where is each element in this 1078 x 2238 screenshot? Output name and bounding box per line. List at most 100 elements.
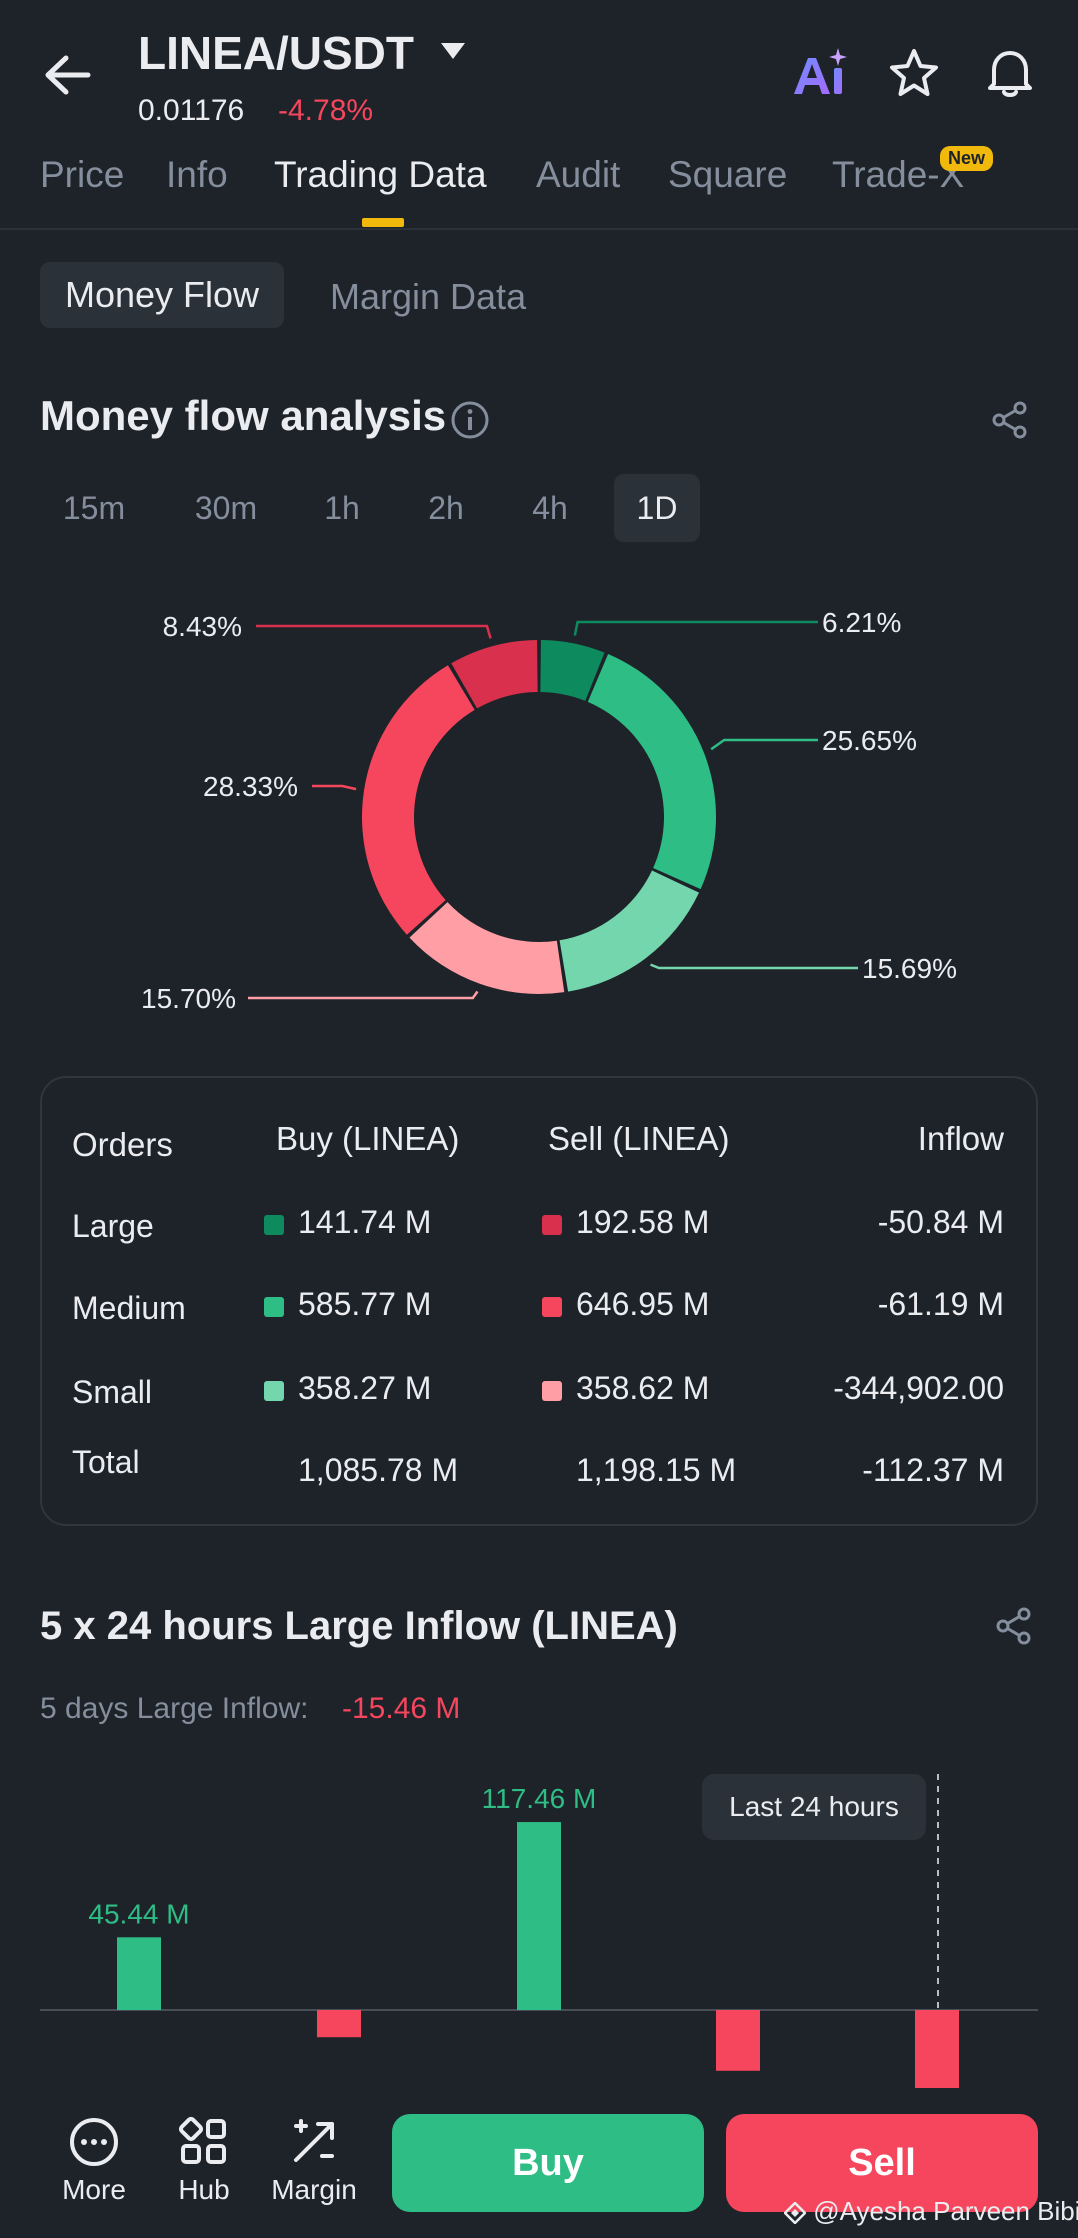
- tabs-divider: [0, 228, 1078, 230]
- buy-large: 141.74 M: [264, 1204, 431, 1241]
- hub-button[interactable]: Hub: [154, 2116, 254, 2206]
- money-flow-donut-chart: 6.21% 25.65% 15.69% 15.70% 28.33% 8.43%: [141, 607, 957, 1014]
- buy-total: 1,085.78 M: [298, 1452, 459, 1488]
- large-inflow-title: 5 x 24 hours Large Inflow (LINEA): [40, 1604, 678, 1648]
- share-button[interactable]: [990, 400, 1030, 440]
- donut-label-2: 15.69%: [862, 953, 957, 984]
- inflow-bar-1: [317, 2010, 361, 2038]
- sell-small: 358.62 M: [542, 1370, 709, 1407]
- swatch-medium-sell: [542, 1296, 562, 1317]
- inflow-bar-3: [716, 2010, 760, 2071]
- tab-price[interactable]: Price: [40, 154, 125, 195]
- interval-1d[interactable]: 1D: [614, 474, 700, 542]
- last-price: 0.01176: [138, 94, 245, 127]
- inflow-small: -344,902.00: [833, 1370, 1004, 1406]
- donut-label-0: 6.21%: [822, 607, 901, 638]
- tab-info[interactable]: Info: [166, 154, 228, 195]
- tab-square[interactable]: Square: [668, 154, 788, 195]
- share-icon: [996, 1607, 1031, 1645]
- interval-15m[interactable]: 15m: [62, 489, 126, 526]
- pair-selector[interactable]: [438, 40, 468, 62]
- back-arrow-icon: [45, 55, 91, 95]
- tab-audit[interactable]: Audit: [536, 154, 621, 195]
- bell-icon: [988, 51, 1032, 97]
- price-change: -4.78%: [278, 94, 374, 127]
- tab-trading-data[interactable]: Trading Data: [274, 154, 487, 195]
- header-sell: Sell (LINEA): [548, 1120, 730, 1157]
- share-icon: [992, 401, 1027, 439]
- hub-icon: [178, 2116, 226, 2164]
- new-badge: New: [940, 146, 994, 171]
- swatch-small-buy: [264, 1380, 284, 1401]
- more-button[interactable]: More: [44, 2116, 144, 2206]
- info-button[interactable]: [450, 400, 490, 440]
- donut-leader-4: [312, 784, 357, 791]
- header-buy: Buy (LINEA): [276, 1120, 460, 1157]
- swatch-medium-buy: [264, 1296, 284, 1317]
- watermark-text: @Ayesha Parveen Bibi: [813, 2196, 1078, 2226]
- five-day-inflow-value: -15.46 M: [342, 1692, 461, 1725]
- donut-leader-2: [650, 963, 858, 970]
- margin-button[interactable]: Margin: [264, 2116, 364, 2206]
- inflow-bar-4: [915, 2010, 959, 2090]
- watermark: @Ayesha Parveen Bibi: [783, 2196, 1078, 2227]
- interval-4h[interactable]: 4h: [532, 489, 568, 526]
- row-label-total: Total: [72, 1444, 140, 1480]
- donut-label-3: 15.70%: [141, 983, 236, 1014]
- buy-small: 358.27 M: [264, 1370, 431, 1407]
- subtab-margin-data[interactable]: Margin Data: [330, 276, 527, 317]
- row-label-small: Small: [72, 1374, 153, 1410]
- large-inflow-bar-chart: 45.44 M 117.46 M: [40, 1774, 1038, 2090]
- more-icon: [70, 2118, 118, 2166]
- buy-medium: 585.77 M: [264, 1286, 431, 1323]
- interval-30m[interactable]: 30m: [194, 489, 258, 526]
- row-label-medium: Medium: [72, 1290, 186, 1326]
- ai-icon: [794, 48, 847, 94]
- inflow-total: -112.37 M: [862, 1452, 1004, 1488]
- donut-leader-3: [248, 990, 479, 1000]
- alert-button[interactable]: [982, 44, 1038, 100]
- caret-down-icon: [441, 43, 465, 59]
- five-day-inflow-label: 5 days Large Inflow:: [40, 1692, 309, 1725]
- margin-label: Margin: [271, 2174, 357, 2205]
- sell-medium-value: 646.95 M: [576, 1286, 710, 1322]
- donut-slice-5: [451, 640, 538, 709]
- inflow-bar-2: [517, 1822, 561, 2010]
- inflow-medium: -61.19 M: [877, 1286, 1004, 1322]
- sell-medium: 646.95 M: [542, 1286, 709, 1323]
- orders-table: [40, 1076, 1038, 1526]
- row-label-large: Large: [72, 1208, 154, 1244]
- inflow-large: -50.84 M: [877, 1204, 1004, 1240]
- sell-button[interactable]: Sell: [726, 2114, 1038, 2212]
- favorite-button[interactable]: [886, 46, 942, 102]
- buy-small-value: 358.27 M: [298, 1370, 432, 1406]
- interval-2h[interactable]: 2h: [428, 489, 464, 526]
- active-tab-indicator: [362, 218, 404, 227]
- header-inflow: Inflow: [917, 1120, 1004, 1157]
- subtab-money-flow[interactable]: Money Flow: [40, 262, 284, 328]
- sell-small-value: 358.62 M: [576, 1370, 710, 1406]
- donut-label-1: 25.65%: [822, 725, 917, 756]
- donut-leader-1: [710, 738, 818, 751]
- inflow-bar-label-2: 117.46 M: [482, 1783, 597, 1814]
- diamond-logo-icon: [783, 2201, 807, 2225]
- interval-1h[interactable]: 1h: [324, 489, 360, 526]
- donut-slice-1: [587, 654, 717, 890]
- pair-title[interactable]: LINEA/USDT: [138, 27, 414, 79]
- more-label: More: [62, 2174, 126, 2205]
- sell-large-value: 192.58 M: [576, 1204, 710, 1240]
- buy-medium-value: 585.77 M: [298, 1286, 432, 1322]
- buy-button[interactable]: Buy: [392, 2114, 704, 2212]
- donut-slice-3: [409, 902, 565, 994]
- sell-total: 1,198.15 M: [576, 1452, 737, 1488]
- ai-button[interactable]: [790, 44, 850, 100]
- share-large-inflow-button[interactable]: [994, 1606, 1034, 1646]
- donut-slice-4: [362, 665, 475, 935]
- chart-tooltip: Last 24 hours: [702, 1774, 926, 1840]
- header-orders: Orders: [72, 1126, 173, 1163]
- back-button[interactable]: [40, 50, 96, 100]
- section-title: Money flow analysis: [40, 392, 447, 439]
- buy-large-value: 141.74 M: [298, 1204, 432, 1240]
- swatch-small-sell: [542, 1380, 562, 1401]
- star-icon: [890, 49, 938, 96]
